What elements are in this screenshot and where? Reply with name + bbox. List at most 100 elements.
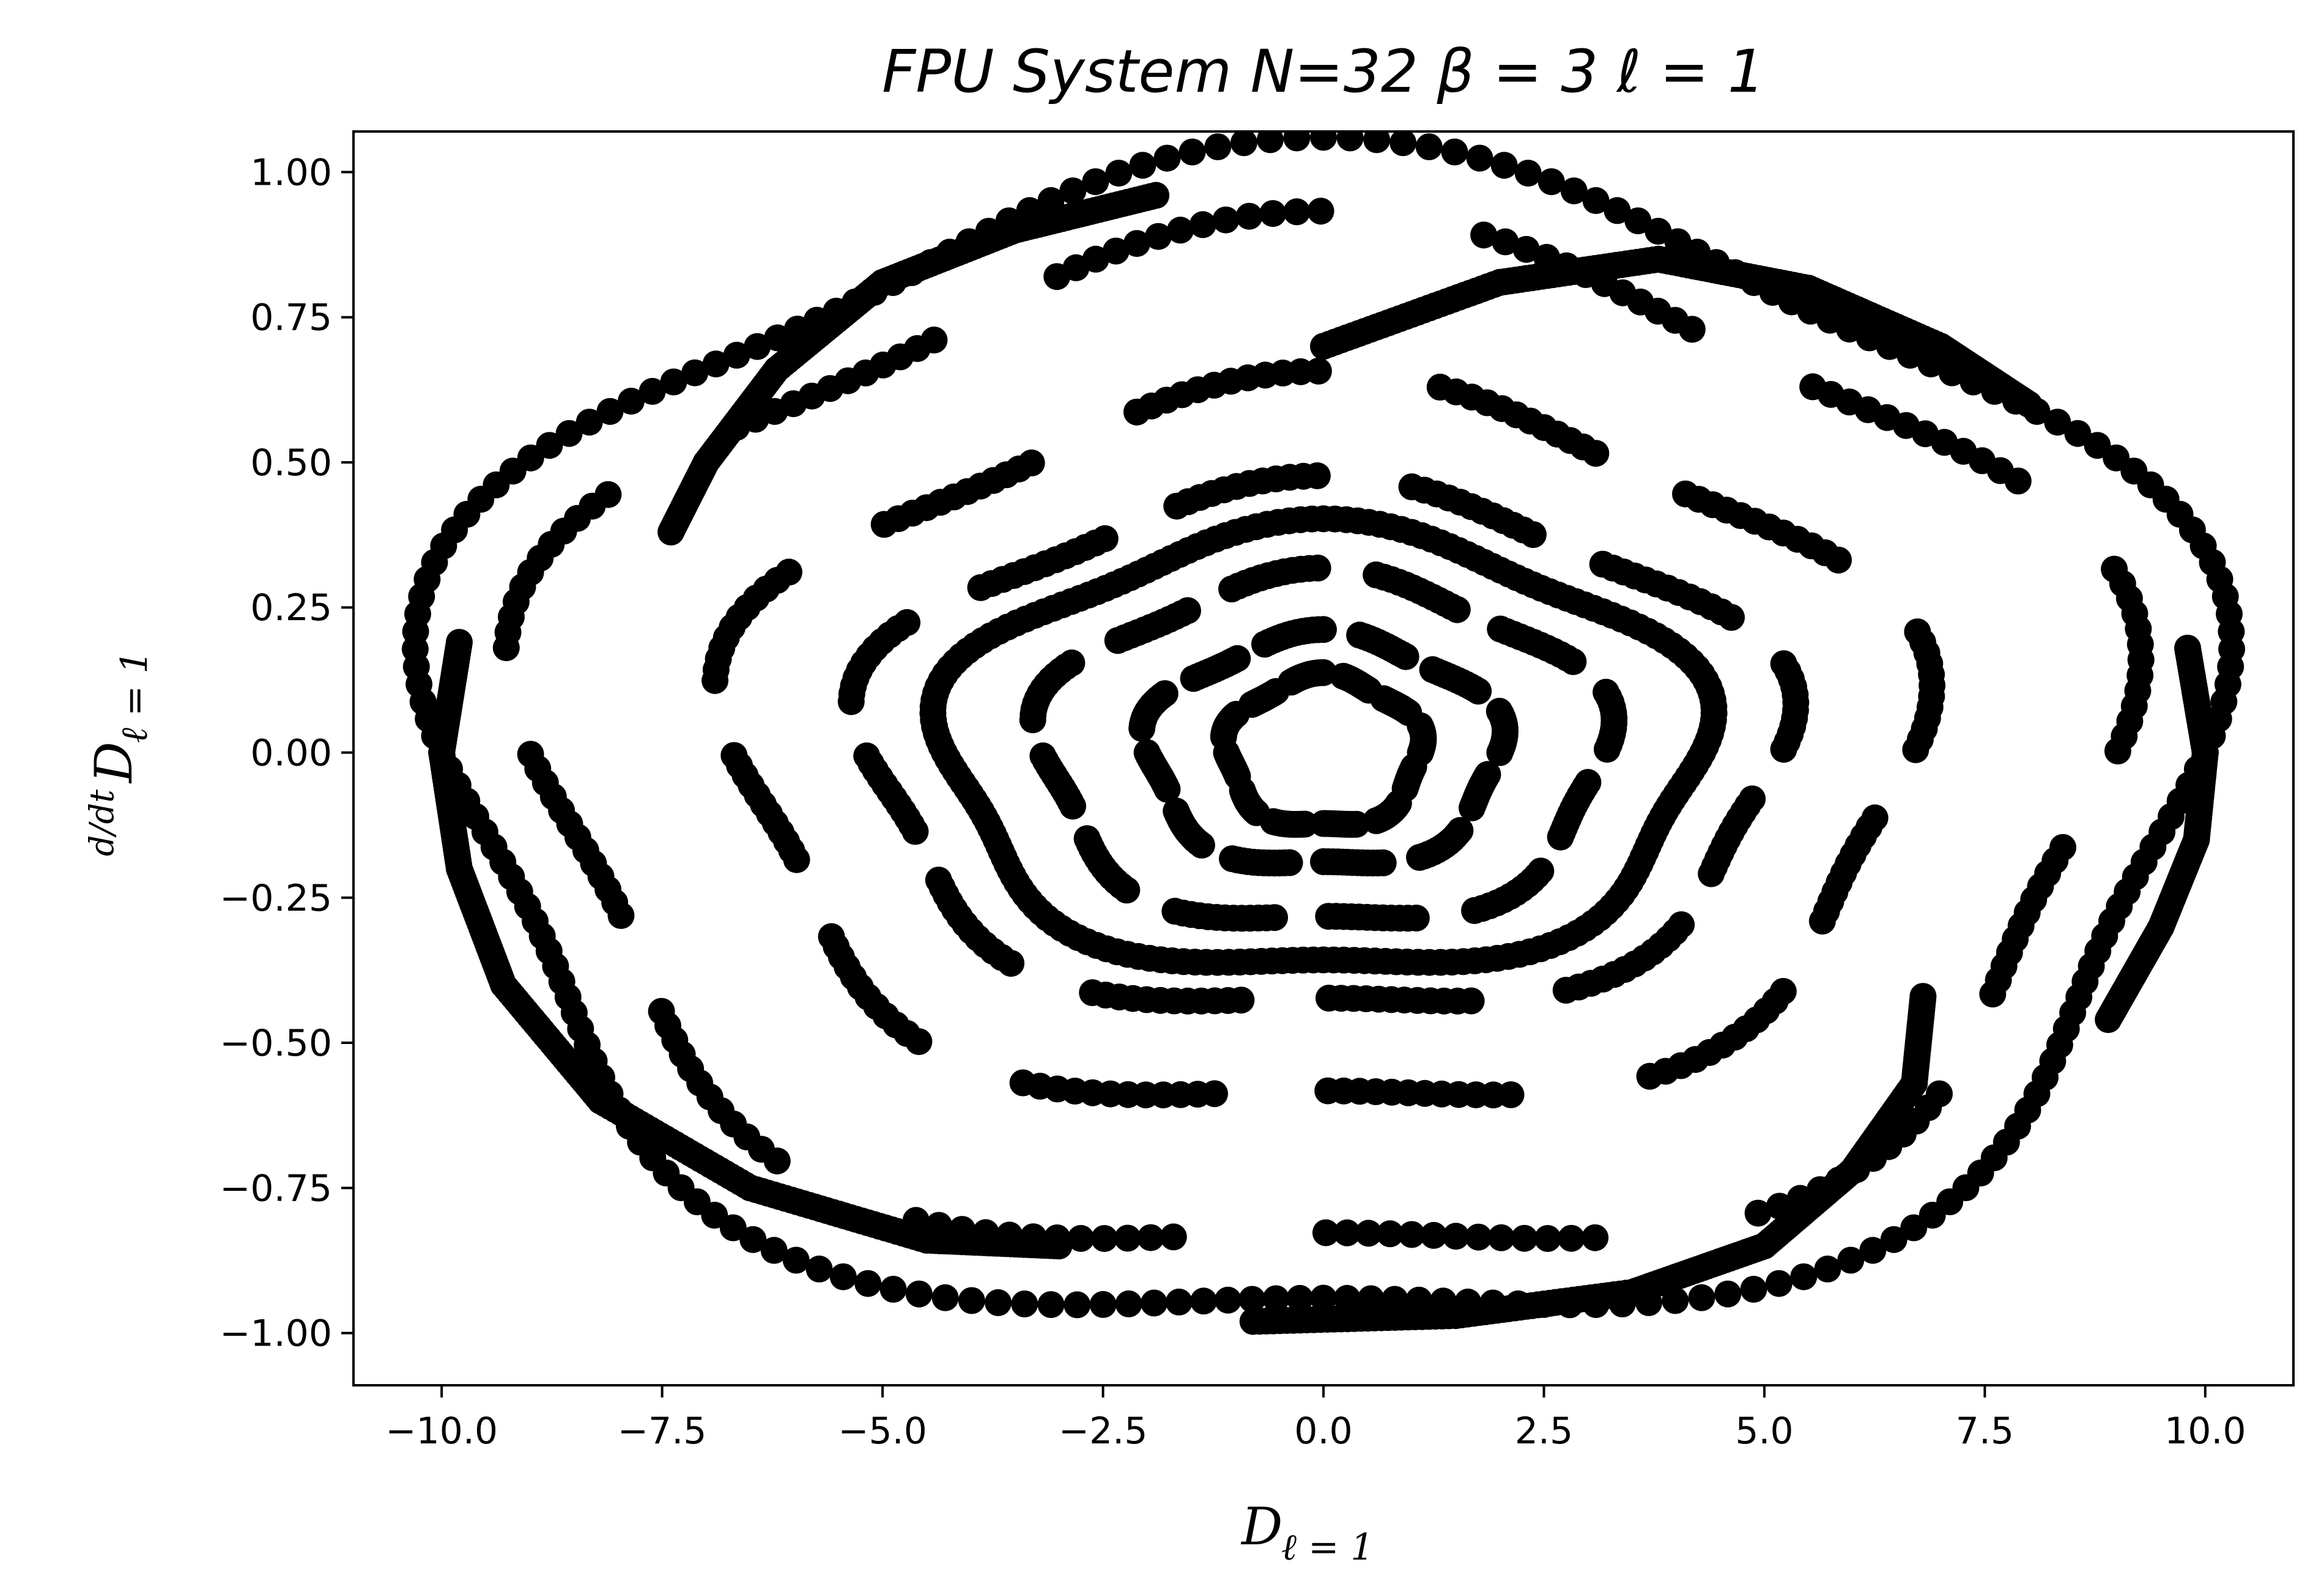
scatter-point-outer-left-arm (681, 359, 709, 387)
scatter-point-orbit-3 (967, 574, 994, 601)
scatter-point-orbit-1 (1333, 1219, 1361, 1246)
scatter-point-orbit-6 (1369, 849, 1397, 876)
scatter-point-orbit-1 (1212, 206, 1240, 234)
scatter-point-outer-left-arm (1582, 187, 1610, 214)
scatter-point-outer-left-arm (1514, 160, 1542, 187)
scatter-point-outer-left-arm (1538, 168, 1565, 196)
scatter-point-outer-left-arm (1190, 1287, 1218, 1315)
scatter-point-orbit-6 (1474, 761, 1501, 788)
scatter-point-orbit-6 (1446, 816, 1474, 844)
scatter-point-orbit-2 (1861, 804, 1889, 832)
x-tick-label: 0.0 (1294, 1410, 1352, 1453)
scatter-point-outer-left-arm (1765, 1270, 1793, 1297)
scatter-point-outer-left-arm (1105, 160, 1133, 187)
scatter-point-orbit-1 (1512, 235, 1540, 263)
scatter-point-outer-left-arm (1714, 1280, 1742, 1308)
scatter-point-orbit-1 (1398, 1221, 1426, 1248)
scatter-point-orbit-1 (1283, 198, 1311, 226)
scatter-point-orbit-3 (1770, 650, 1797, 678)
scatter-point-orbit-6 (1486, 697, 1513, 725)
scatter-point-outer-left-arm (1604, 197, 1631, 224)
scatter-point-outer-left-arm (1262, 1285, 1290, 1312)
scatter-point-orbit-1 (607, 902, 635, 929)
scatter-point-top-right-arm (2015, 391, 2043, 418)
scatter-point-outer-left-arm (1115, 1290, 1142, 1317)
y-tick-label: 0.75 (250, 297, 332, 339)
scatter-point-orbit-1 (1465, 1223, 1492, 1251)
scatter-point-orbit-3 (1163, 492, 1191, 520)
scatter-point-orbit-3 (1668, 911, 1695, 938)
scatter-point-outer-left-arm (1415, 133, 1443, 160)
scatter-point-bottom-right-arm (1909, 983, 1937, 1010)
scatter-point-orbit-2 (905, 1028, 933, 1056)
y-axis-label: d/dt D ℓ = 1 (83, 650, 156, 856)
scatter-point-orbit-5 (1402, 905, 1430, 932)
scatter-point-orbit-5 (1574, 769, 1602, 796)
scatter-point-outer-left-arm (702, 350, 730, 378)
scatter-point-orbit-1 (1487, 1224, 1515, 1251)
scatter-point-orbit-5 (1487, 615, 1514, 643)
scatter-point-outer-left-arm (1390, 131, 1417, 157)
scatter-point-outer-left-arm (1165, 1288, 1193, 1316)
scatter-point-orbit-6 (1188, 831, 1215, 859)
x-tick-label: −5.0 (838, 1410, 927, 1453)
scatter-point-orbit-1 (2127, 646, 2155, 673)
scatter-point-orbit-4 (1689, 739, 1716, 766)
x-tick-label: 5.0 (1735, 1410, 1793, 1453)
scatter-point-outer-left-arm (638, 377, 666, 405)
scatter-point-outer-left-arm (1256, 131, 1284, 154)
scatter-point-orbit-1 (1355, 1220, 1382, 1247)
scatter-point-orbit-2 (1201, 1080, 1228, 1108)
scatter-point-orbit-1 (1582, 1224, 1609, 1251)
y-tick-label: −0.25 (220, 877, 332, 920)
scatter-point-orbit-1 (763, 1147, 791, 1175)
scatter-point-orbit-5 (1019, 706, 1046, 733)
scatter-point-outer-left-arm (1662, 1287, 1689, 1314)
scatter-point-orbit-5 (1443, 596, 1471, 623)
scatter-point-outer-left-arm (555, 420, 583, 447)
scatter-point-orbit-3 (1457, 987, 1485, 1015)
scatter-point-outer-left-arm (958, 1287, 985, 1314)
scatter-point-outer-left-arm (1238, 1286, 1266, 1313)
scatter-point-orbit-1 (1799, 373, 1827, 401)
scatter-point-outer-left-arm (618, 387, 645, 415)
scatter-point-orbit-3 (1227, 987, 1255, 1014)
scatter-point-outer-left-arm (1064, 1291, 1091, 1319)
svg-text:D: D (84, 742, 144, 784)
scatter-point-orbit-1 (1492, 228, 1519, 256)
x-tick-label: 10.0 (2164, 1410, 2246, 1453)
scatter-point-orbit-6 (1153, 776, 1181, 803)
y-tick-label: 1.00 (250, 151, 332, 194)
y-tick-label: 0.00 (250, 732, 332, 775)
scatter-point-orbit-2 (783, 846, 810, 873)
scatter-point-orbit-5 (1527, 857, 1555, 885)
scatter-point-orbit-1 (1235, 202, 1263, 230)
scatter-point-orbit-7 (1407, 739, 1434, 766)
scatter-point-left-arm (1045, 1232, 1073, 1260)
scatter-point-orbit-6 (1486, 739, 1514, 766)
scatter-point-orbit-1 (1511, 1224, 1538, 1252)
scatter-point-orbit-1 (2049, 834, 2076, 861)
scatter-point-orbit-3 (1654, 574, 1681, 602)
scatter-point-orbit-1 (1259, 200, 1287, 228)
scatter-point-orbit-1 (1558, 1224, 1585, 1252)
scatter-point-orbit-2 (1123, 398, 1150, 426)
scatter-point-outer-left-arm (829, 1263, 857, 1290)
scatter-point-orbit-1 (1376, 1220, 1404, 1248)
scatter-point-orbit-1 (2101, 555, 2128, 583)
scatter-point-orbit-1 (1420, 1221, 1448, 1249)
x-tick-label: 7.5 (1956, 1410, 2014, 1453)
scatter-point-orbit-1 (1160, 1223, 1187, 1251)
scatter-point-orbit-3 (997, 950, 1025, 977)
scatter-point-orbit-3 (837, 688, 865, 716)
scatter-point-orbit-1 (1114, 1224, 1141, 1252)
x-axis-label: D ℓ = 1 (1240, 1497, 1374, 1569)
scatter-point-outer-left-arm (2044, 409, 2071, 436)
scatter-point-orbit-1 (1067, 1224, 1095, 1252)
scatter-point-outer-left-arm (1011, 1290, 1038, 1317)
scatter-point-orbit-1 (1312, 1219, 1339, 1246)
scatter-point-outer-left-arm (1624, 207, 1652, 235)
scatter-point-orbit-2 (1769, 978, 1797, 1005)
scatter-point-outer-left-arm (1230, 131, 1257, 157)
